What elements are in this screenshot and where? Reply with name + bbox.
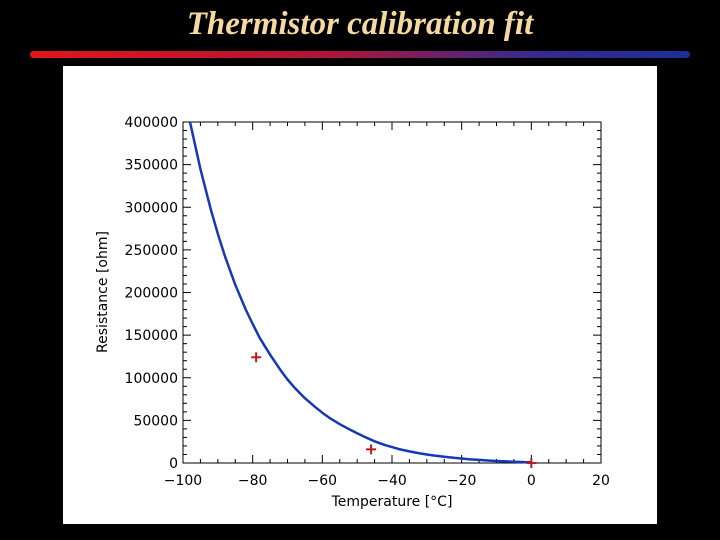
title-divider-bar (30, 51, 690, 58)
x-tick-label: −60 (308, 473, 338, 489)
series-layer (188, 121, 537, 468)
y-tick-label: 350000 (125, 158, 178, 174)
slide-title: Thermistor calibration fit (186, 6, 534, 42)
x-axis-label: Temperature [°C] (331, 494, 453, 510)
x-tick-label: −20 (447, 473, 477, 489)
y-tick-label: 0 (169, 456, 178, 472)
y-tick-label: 250000 (125, 243, 178, 259)
calibration-point (251, 352, 262, 363)
y-tick-label: 200000 (125, 286, 178, 302)
x-tick-label: 0 (527, 473, 536, 489)
calibration-point (366, 444, 377, 455)
y-tick-label: 150000 (125, 328, 178, 344)
plot-panel: −100 −80 −60 −40 −20 0 20 0 50000 100000 150000 20… (63, 66, 657, 524)
thermistor-chart: −100 −80 −60 −40 −20 0 20 0 50000 100000 150000 20… (95, 115, 610, 510)
axis-ticks (182, 121, 602, 464)
y-tick-label: 100000 (125, 371, 178, 387)
y-axis-label: Resistance [ohm] (95, 231, 111, 353)
x-tick-label: −80 (238, 473, 268, 489)
y-tick-label: 300000 (125, 200, 178, 216)
calibration-point (526, 458, 537, 468)
fit-curve-line (188, 121, 532, 464)
y-tick-label: 50000 (133, 413, 178, 429)
x-tick-label: −100 (164, 473, 202, 489)
x-tick-label: −40 (377, 473, 407, 489)
plot-frame (182, 121, 602, 464)
x-tick-labels: −100 −80 −60 −40 −20 0 20 (164, 473, 610, 489)
y-tick-label: 400000 (125, 115, 178, 131)
y-tick-labels: 0 50000 100000 150000 200000 250000 300000 3500… (125, 115, 178, 472)
x-tick-label: 20 (592, 473, 610, 489)
